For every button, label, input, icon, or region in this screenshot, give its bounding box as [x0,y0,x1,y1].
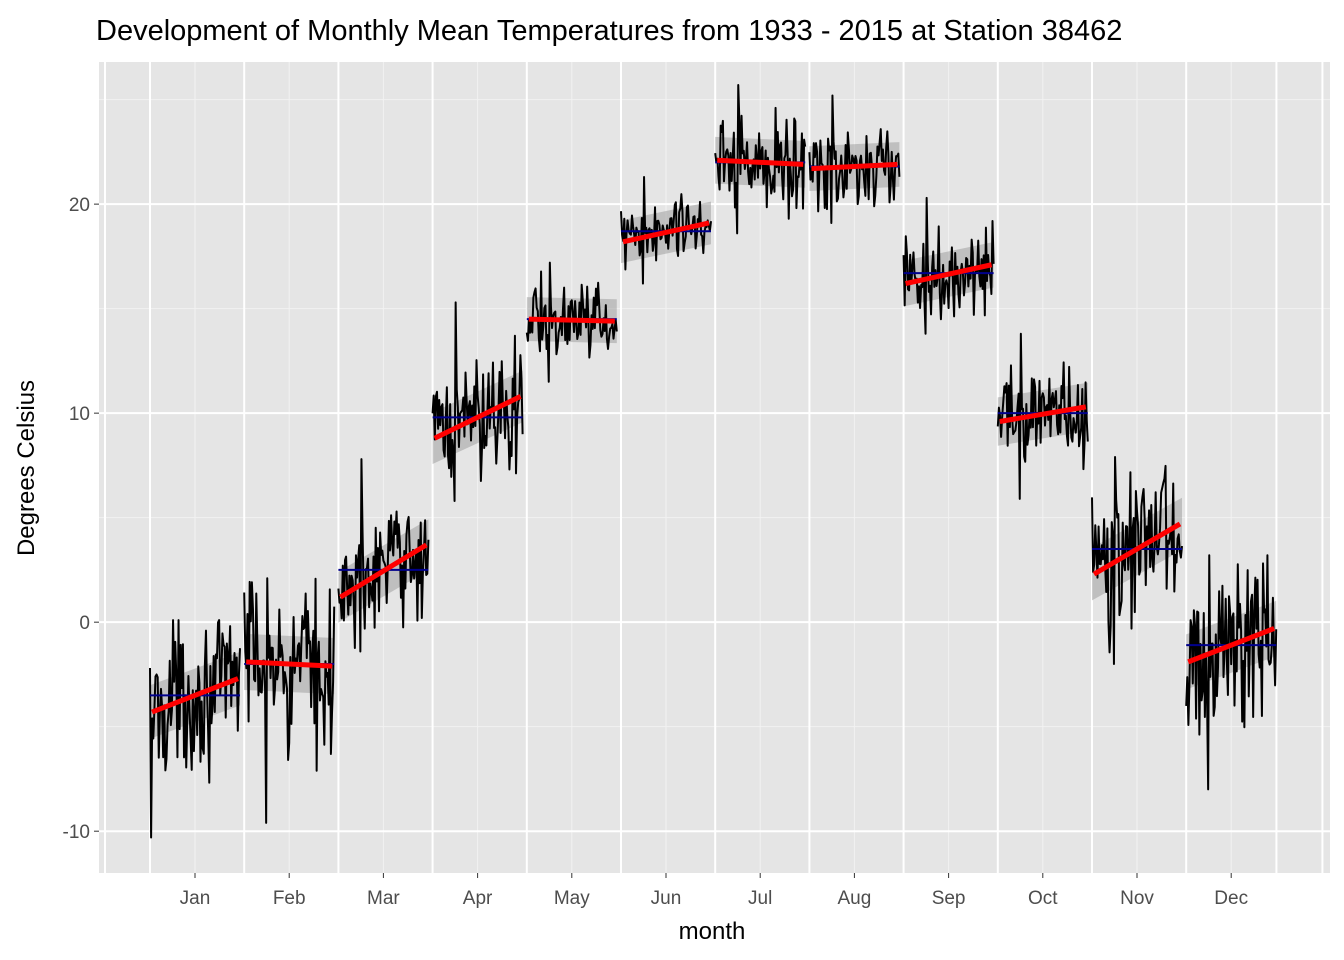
trend-line-mar [339,542,428,600]
temperature-line-dec [1185,554,1278,791]
y-tick-label: -10 [63,822,90,843]
y-tick-label: 10 [69,404,90,425]
x-tick-label: Jun [651,888,682,909]
temperature-line-sep [902,196,995,335]
temperature-line-jan [149,619,241,839]
x-tick-label: Jul [748,888,772,909]
y-axis: -10 0 10 20 [63,195,99,843]
temperature-line-may [525,261,618,383]
trend-line-jun [622,220,710,245]
trend-line-feb [246,659,333,669]
trend-line-jan [151,676,239,715]
trend-line-nov [1092,521,1182,577]
x-tick-label: May [554,888,590,909]
trend-line-dec [1187,626,1276,665]
temperature-line-jun [620,175,712,285]
trend-line-apr [433,394,522,441]
trend-line-may [528,316,615,324]
trend-line-oct [999,404,1087,424]
x-tick-label: Sep [932,888,966,909]
x-axis: Jan Feb Mar Apr May Jun Jul Aug Sep Oct Nov Dec [180,873,1248,909]
x-tick-label: Jan [180,888,211,909]
trend-line-aug [811,161,898,172]
x-axis-title: month [679,918,746,945]
x-tick-label: Feb [273,888,306,909]
x-tick-label: Nov [1120,888,1154,909]
temperature-line-mar [337,458,430,653]
monthly-trend-lines [151,157,1276,715]
x-tick-label: Oct [1028,888,1058,909]
y-axis-title: Degrees Celsius [13,380,40,556]
y-tick-label: 20 [69,195,90,216]
x-tick-label: Apr [463,888,493,909]
trend-line-jul [717,157,804,167]
temperature-line-feb [243,577,336,824]
y-tick-label: 0 [79,613,90,634]
x-tick-label: Aug [837,888,871,909]
temperature-line-oct [996,332,1089,500]
x-tick-label: Mar [367,888,400,909]
trend-line-sep [905,262,993,287]
x-tick-label: Dec [1214,888,1248,909]
chart-title: Development of Monthly Mean Temperatures… [96,15,1122,47]
